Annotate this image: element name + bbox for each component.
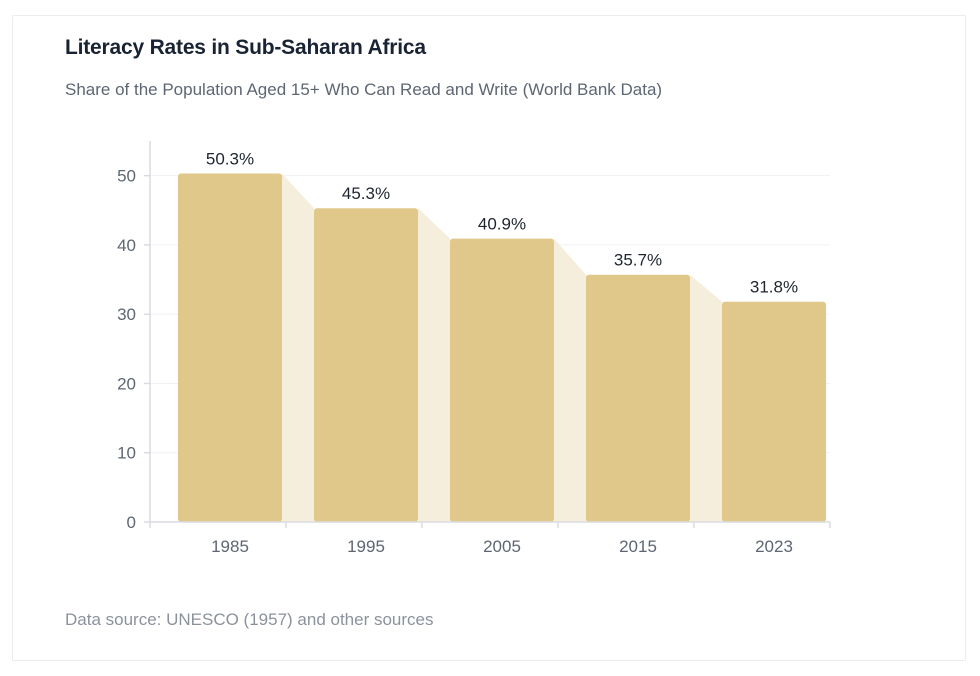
x-tick-label: 1985 [211, 537, 249, 556]
data-label: 40.9% [478, 215, 526, 234]
bar-2015 [586, 274, 690, 522]
bar-2005 [450, 238, 554, 522]
bar-2023 [722, 301, 826, 522]
bar-1985 [178, 173, 282, 523]
data-label: 45.3% [342, 184, 390, 203]
data-label: 50.3% [206, 150, 254, 169]
y-tick-label: 50 [117, 167, 136, 186]
y-tick-label: 20 [117, 374, 136, 393]
x-tick-label: 1995 [347, 537, 385, 556]
chart-title: Literacy Rates in Sub-Saharan Africa [65, 36, 426, 59]
y-tick-label: 0 [127, 513, 136, 532]
chart-subtitle: Share of the Population Aged 15+ Who Can… [65, 80, 663, 99]
y-tick-label: 40 [117, 236, 136, 255]
bar-connector [690, 274, 722, 522]
data-label: 31.8% [750, 278, 798, 297]
bar-connector [282, 173, 314, 523]
y-tick-label: 10 [117, 444, 136, 463]
data-label: 35.7% [614, 251, 662, 270]
bar-connector [418, 208, 450, 522]
data-source-note: Data source: UNESCO (1957) and other sou… [65, 610, 434, 629]
bar-connector [554, 238, 586, 522]
y-tick-label: 30 [117, 305, 136, 324]
x-tick-label: 2023 [755, 537, 793, 556]
x-tick-label: 2015 [619, 537, 657, 556]
bar-1995 [314, 208, 418, 522]
x-tick-label: 2005 [483, 537, 521, 556]
